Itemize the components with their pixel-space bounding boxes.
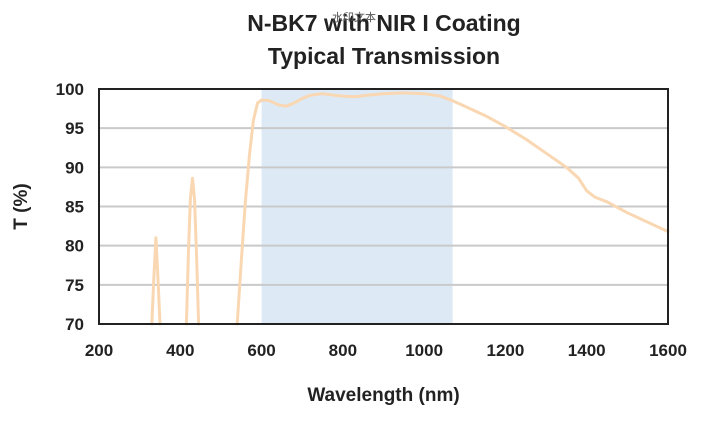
plot-frame xyxy=(98,88,669,325)
curve-segment-2 xyxy=(184,176,201,326)
chart-title-line-1: N-BK7 with NIR I Coating xyxy=(247,10,520,36)
transmission-curve xyxy=(150,91,670,326)
y-tick-label-75: 75 xyxy=(65,276,84,295)
x-axis-ticks: 200 400 600 800 1000 1200 1400 1600 xyxy=(85,341,687,360)
y-tick-label-80: 80 xyxy=(65,237,84,256)
chart-title-line-2: Typical Transmission xyxy=(268,43,500,69)
x-tick-label-1400: 1400 xyxy=(568,341,606,360)
x-tick-label-1600: 1600 xyxy=(649,341,687,360)
x-tick-label-600: 600 xyxy=(247,341,275,360)
x-axis-label: Wavelength (nm) xyxy=(307,385,459,406)
x-tick-label-400: 400 xyxy=(166,341,194,360)
y-tick-label-90: 90 xyxy=(65,158,84,177)
x-tick-label-1200: 1200 xyxy=(487,341,525,360)
x-tick-label-200: 200 xyxy=(85,341,113,360)
y-tick-label-95: 95 xyxy=(65,119,84,138)
x-tick-label-800: 800 xyxy=(329,341,357,360)
x-tick-label-1000: 1000 xyxy=(405,341,443,360)
watermark-text: 水印文本 xyxy=(332,10,376,24)
curve-segment-3 xyxy=(235,91,670,326)
curve-segment-1 xyxy=(150,236,162,326)
y-tick-label-100: 100 xyxy=(56,80,84,99)
y-axis-ticks: 70 75 80 85 90 95 100 xyxy=(56,80,84,334)
y-tick-label-85: 85 xyxy=(65,198,84,217)
y-axis-label: T (%) xyxy=(11,183,32,229)
y-tick-label-70: 70 xyxy=(65,315,84,334)
